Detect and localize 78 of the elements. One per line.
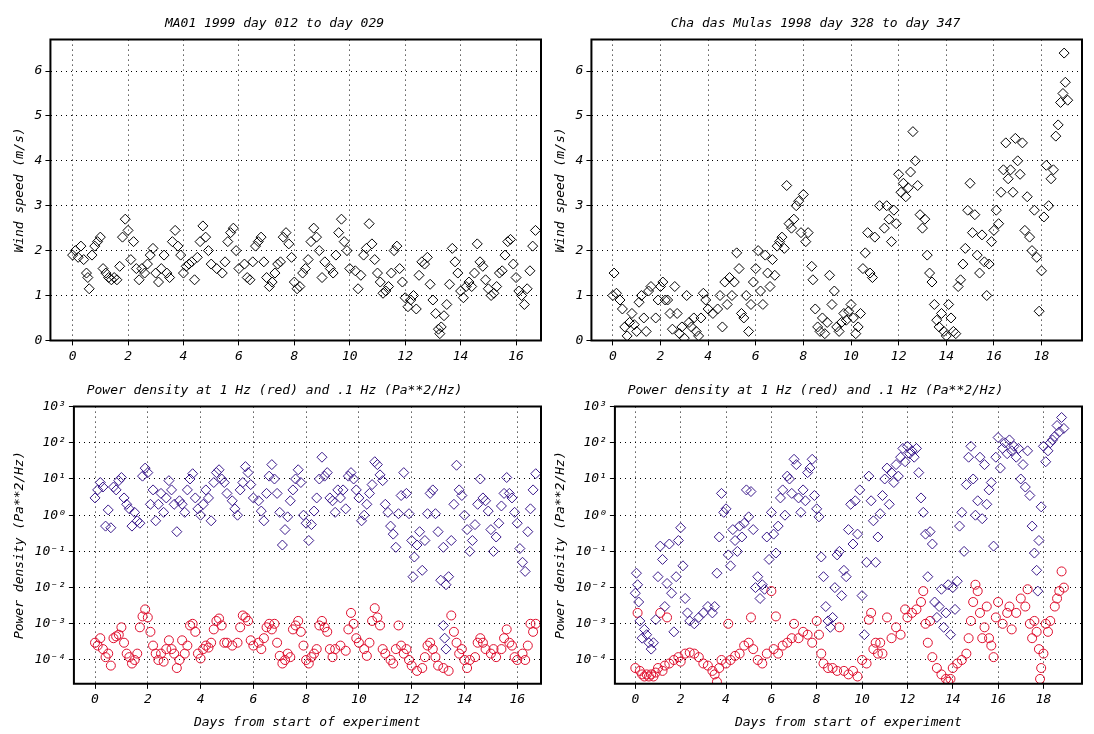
x-tick-label: 16 (986, 347, 1002, 363)
y-tick-label: 5 (34, 107, 43, 123)
chart-title: Power density at 1 Hz (red) and .1 Hz (Pa**2/Hz) (627, 382, 1004, 398)
x-tick-label: 0 (91, 690, 100, 706)
x-tick-label: 6 (234, 347, 243, 363)
y-tick-label: 10³ (42, 397, 66, 413)
y-tick-label: 2 (575, 241, 584, 257)
x-tick-label: 10 (341, 347, 358, 363)
x-tick-label: 6 (249, 690, 258, 706)
x-tick-label: 16 (509, 690, 526, 706)
y-tick-label: 10⁻¹ (34, 542, 66, 558)
y-tick-label: 10³ (583, 397, 607, 413)
y-tick-label: 10⁻² (575, 578, 607, 594)
y-axis-title: Wind speed (m/s) (11, 127, 27, 253)
x-tick-label: 4 (196, 690, 205, 706)
x-tick-label: 16 (990, 690, 1007, 706)
y-tick-label: 10² (583, 434, 607, 450)
x-tick-label: 10 (854, 690, 871, 706)
y-tick-label: 3 (574, 197, 584, 213)
y-tick-label: 3 (33, 197, 43, 213)
x-tick-label: 4 (704, 347, 713, 363)
x-tick-label: 14 (944, 690, 961, 706)
x-tick-label: 0 (68, 347, 77, 363)
x-axis-title: Days from start of experiment (733, 713, 963, 729)
y-axis-title: Power density (Pa**2/Hz) (552, 451, 568, 640)
y-tick-label: 10⁻² (34, 578, 66, 594)
y-tick-label: 2 (34, 241, 43, 257)
x-tick-label: 8 (799, 347, 808, 363)
x-tick-label: 12 (899, 690, 916, 706)
y-axis-title: Wind speed (m/s) (552, 127, 568, 253)
y-axis-title: Power density (Pa**2/Hz) (11, 451, 27, 640)
x-axis-title: Days from start of experiment (192, 713, 422, 729)
x-tick-label: 2 (124, 347, 133, 363)
x-tick-label: 12 (403, 690, 420, 706)
y-tick-label: 0 (575, 331, 584, 347)
x-tick-label: 16 (508, 347, 525, 363)
y-tick-label: 6 (575, 62, 584, 78)
x-tick-label: 0 (608, 347, 617, 363)
x-tick-label: 14 (456, 690, 473, 706)
chart-title: Power density at 1 Hz (red) and .1 Hz (Pa**2/Hz) (86, 382, 463, 398)
x-tick-label: 12 (397, 347, 414, 363)
x-tick-label: 8 (290, 347, 299, 363)
x-tick-label: 0 (631, 690, 640, 706)
chart-title: MA01 1999 day 012 to day 029 (163, 15, 385, 31)
x-tick-label: 18 (1033, 347, 1050, 363)
y-tick-label: 10⁻⁴ (575, 651, 607, 667)
x-tick-label: 4 (722, 690, 730, 706)
y-tick-label: 10¹ (583, 470, 607, 486)
y-tick-label: 1 (575, 286, 584, 302)
y-tick-label: 0 (34, 331, 43, 347)
x-tick-label: 6 (767, 690, 776, 706)
y-tick-label: 4 (34, 152, 43, 168)
y-tick-label: 10⁰ (42, 506, 66, 522)
x-tick-label: 2 (676, 690, 685, 706)
x-tick-label: 14 (452, 347, 469, 363)
x-tick-label: 6 (751, 347, 760, 363)
y-tick-label: 10⁻⁴ (34, 651, 66, 667)
y-tick-label: 4 (575, 152, 584, 168)
x-tick-label: 12 (890, 347, 907, 363)
x-tick-label: 14 (938, 347, 955, 363)
x-tick-label: 2 (656, 347, 665, 363)
x-tick-label: 8 (812, 690, 821, 706)
y-tick-label: 10⁻¹ (575, 542, 607, 558)
x-tick-label: 18 (1035, 690, 1052, 706)
y-tick-label: 5 (575, 107, 584, 123)
chart-title: Cha das Mulas 1998 day 328 to day 347 (670, 15, 961, 31)
y-tick-label: 1 (34, 286, 43, 302)
y-tick-label: 10² (42, 434, 66, 450)
x-tick-label: 8 (302, 690, 311, 706)
y-tick-label: 10⁻³ (34, 615, 66, 631)
y-tick-label: 10⁰ (583, 506, 607, 522)
x-tick-label: 10 (351, 690, 367, 706)
y-tick-label: 6 (34, 62, 43, 78)
x-tick-label: 4 (179, 347, 188, 363)
x-tick-label: 2 (143, 690, 152, 706)
y-tick-label: 10¹ (42, 470, 66, 486)
x-tick-label: 10 (843, 347, 859, 363)
y-tick-label: 10⁻³ (575, 615, 607, 631)
